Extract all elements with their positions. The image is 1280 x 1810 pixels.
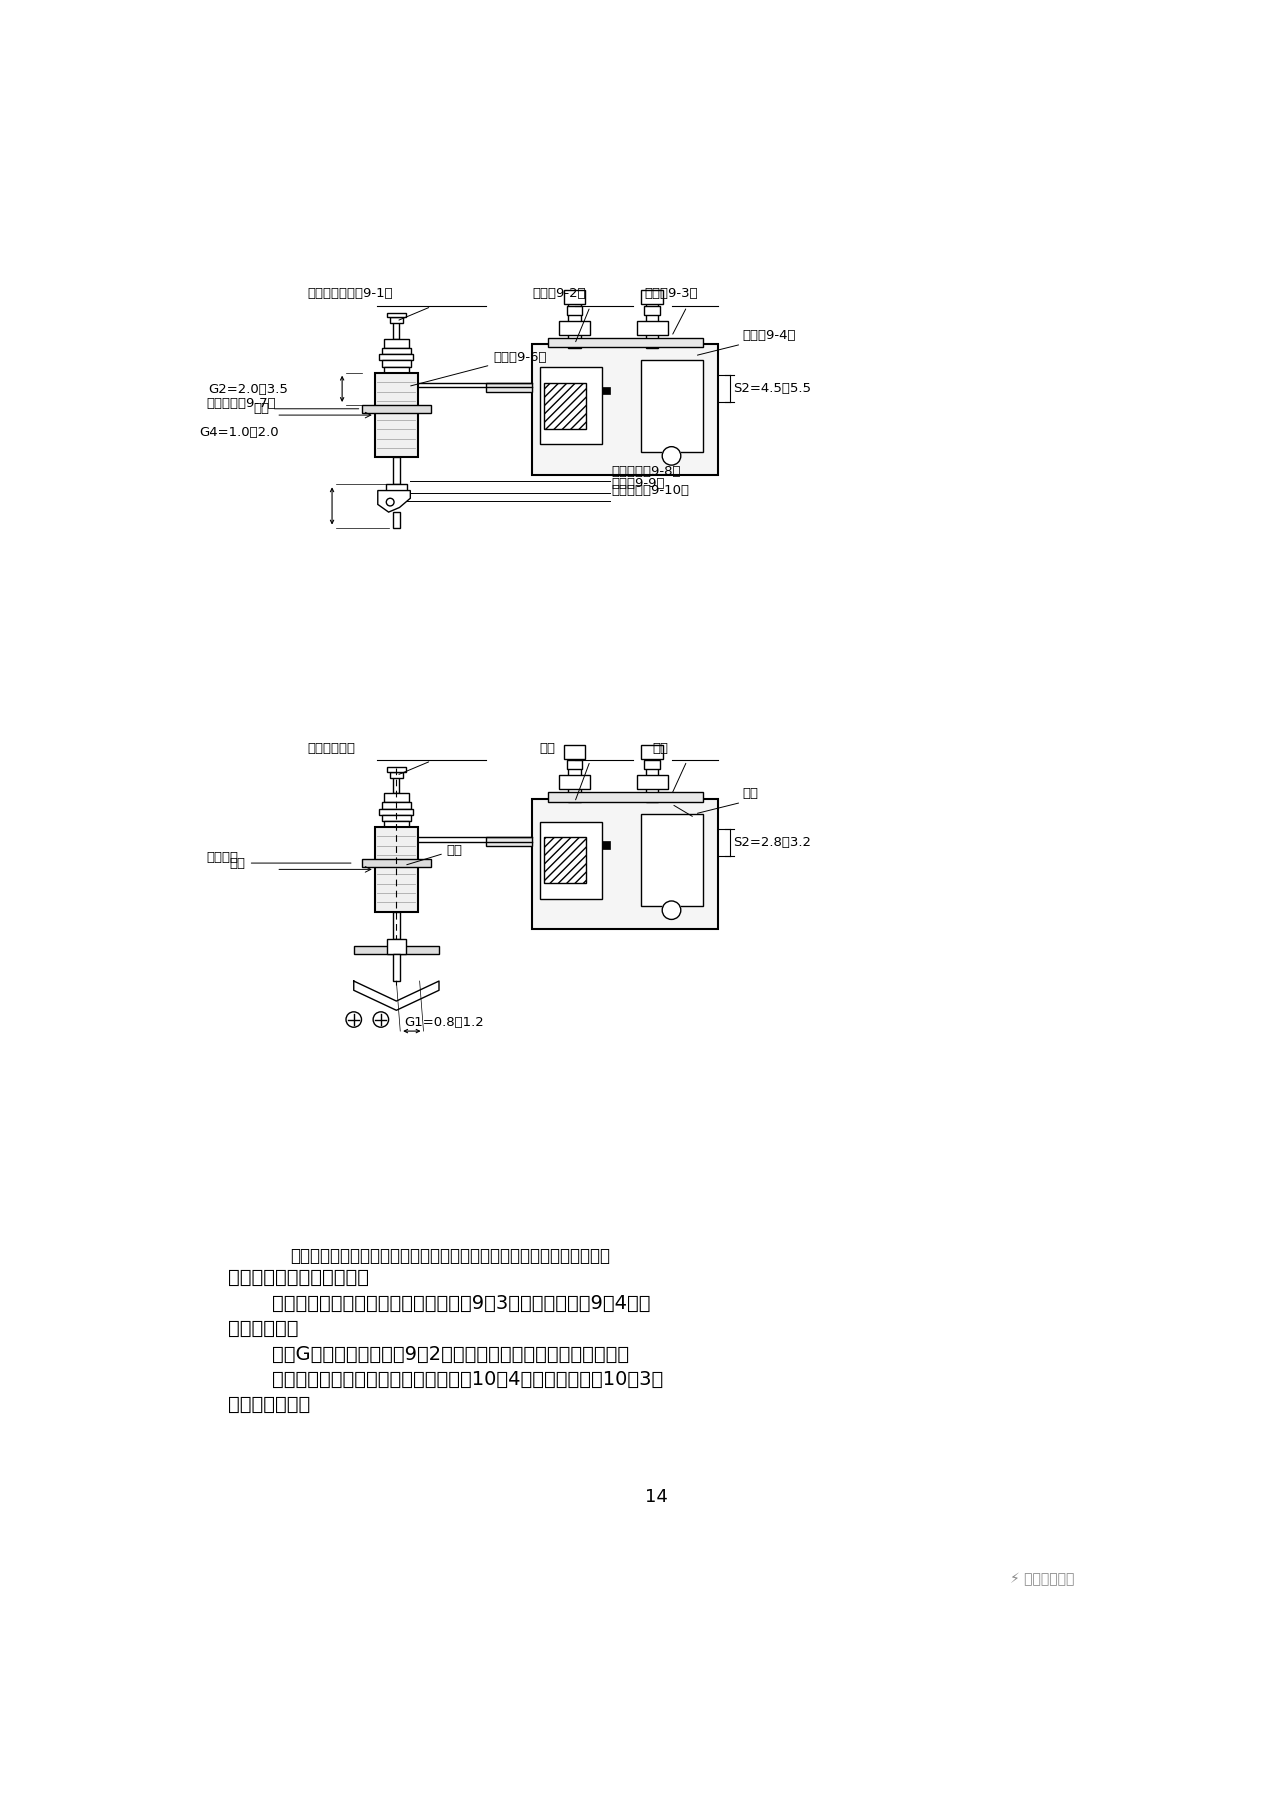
Bar (532, 344, 718, 476)
Bar (384, 822, 408, 827)
Bar (568, 749, 581, 802)
Bar (646, 749, 658, 802)
Bar (636, 775, 668, 789)
Bar (548, 793, 703, 802)
Bar (532, 798, 718, 930)
Text: 掣子（9-9）: 掣子（9-9） (611, 476, 664, 491)
Bar (387, 313, 406, 317)
Bar (602, 842, 609, 849)
Text: 合闸线圈（9-7）: 合闸线圈（9-7） (206, 396, 276, 409)
Text: 螺母（9-2）: 螺母（9-2） (532, 288, 586, 300)
Text: 螺钉: 螺钉 (652, 742, 668, 755)
Bar (540, 367, 602, 443)
Text: G1=0.8～1.2: G1=0.8～1.2 (404, 1015, 484, 1028)
Bar (361, 860, 431, 867)
Text: 14: 14 (645, 1488, 667, 1506)
Bar (636, 320, 668, 335)
Bar (646, 295, 658, 348)
Text: G2=2.0～3.5: G2=2.0～3.5 (209, 384, 288, 396)
Bar (393, 458, 401, 485)
Text: 铁芯: 铁芯 (407, 843, 463, 865)
Text: 支架: 支架 (253, 402, 358, 414)
Text: ⚡ 电力专家联盟: ⚡ 电力专家联盟 (1010, 1573, 1074, 1586)
Bar (381, 814, 411, 822)
Text: G4=1.0～2.0: G4=1.0～2.0 (198, 425, 278, 438)
Text: 分闸线圈铁芯: 分闸线圈铁芯 (307, 742, 356, 755)
Bar (544, 836, 586, 883)
Bar (393, 317, 399, 338)
Text: 电磁铁能正常操作以／对它测量对，到处光物地行间及于处行测量。否出: 电磁铁能正常操作以／对它测量对，到处光物地行间及于处行测量。否出 (291, 1247, 611, 1265)
Bar (375, 373, 417, 458)
Bar (548, 338, 703, 348)
Bar (568, 295, 581, 348)
Bar (381, 802, 411, 809)
Bar (540, 822, 602, 898)
Bar (393, 954, 401, 981)
Bar (361, 405, 431, 413)
Bar (384, 367, 408, 373)
Bar (381, 348, 411, 355)
Text: 尺寸G的调整：松开螺母9－2，拧动铁心杆，移动铁心撞头位置。: 尺寸G的调整：松开螺母9－2，拧动铁心杆，移动铁心撞头位置。 (273, 1345, 630, 1363)
Bar (567, 306, 582, 315)
Bar (381, 360, 411, 367)
Bar (485, 382, 532, 393)
Circle shape (346, 1012, 361, 1028)
Bar (390, 771, 403, 778)
Text: 调整限位尺寸。: 调整限位尺寸。 (228, 1396, 311, 1414)
Text: 螺钉（9-3）: 螺钉（9-3） (644, 288, 698, 300)
Bar (384, 793, 408, 802)
Bar (559, 320, 590, 335)
Bar (640, 360, 703, 452)
Bar (563, 744, 585, 758)
Bar (644, 760, 660, 769)
Bar (375, 827, 417, 912)
Text: 合闸线圈铁芯（9-1）: 合闸线圈铁芯（9-1） (307, 288, 393, 300)
Bar (390, 317, 403, 324)
Text: 合闸掣子（9-8）: 合闸掣子（9-8） (611, 465, 681, 478)
Text: 脱掣掣舌（9-10）: 脱掣掣舌（9-10） (611, 485, 689, 498)
Bar (393, 771, 399, 793)
Text: 螺母（9-4）: 螺母（9-4） (742, 329, 796, 342)
Bar (393, 512, 401, 527)
Polygon shape (378, 491, 411, 512)
Circle shape (374, 1012, 389, 1028)
Bar (544, 382, 586, 429)
Text: 螺母: 螺母 (742, 787, 759, 800)
Bar (379, 355, 413, 360)
Bar (387, 939, 406, 954)
Bar (644, 306, 660, 315)
Circle shape (387, 498, 394, 507)
Text: 现异常，其调整方法如下：: 现异常，其调整方法如下： (228, 1269, 369, 1287)
Bar (485, 836, 532, 847)
Bar (384, 338, 408, 348)
Bar (640, 814, 703, 907)
Circle shape (662, 901, 681, 919)
Bar (641, 744, 663, 758)
Bar (641, 290, 663, 304)
Bar (385, 485, 407, 491)
Text: S2=4.5～5.5: S2=4.5～5.5 (733, 382, 812, 395)
Bar (559, 775, 590, 789)
Text: 分闸电磁铁行程尺寸的调整：松开螺母10－4，对称拧动螺钉10－3，: 分闸电磁铁行程尺寸的调整：松开螺母10－4，对称拧动螺钉10－3， (273, 1370, 663, 1388)
Text: S2=2.8～3.2: S2=2.8～3.2 (733, 836, 812, 849)
Bar (379, 809, 413, 814)
Bar (567, 760, 582, 769)
Text: 整限位尺寸。: 整限位尺寸。 (228, 1319, 298, 1338)
Bar (602, 387, 609, 395)
Bar (393, 912, 401, 939)
Text: 铁芯（9-6）: 铁芯（9-6） (411, 351, 547, 386)
Text: 分闸线圈: 分闸线圈 (206, 851, 238, 863)
Text: 螺母: 螺母 (540, 742, 556, 755)
Bar (563, 290, 585, 304)
Bar (353, 947, 439, 954)
Text: 支架: 支架 (229, 856, 351, 869)
Bar (387, 767, 406, 771)
Text: 合闸电磁铁行程尺寸的调整：松开螺母9－3，对称拧动螺钉9－4，调: 合闸电磁铁行程尺寸的调整：松开螺母9－3，对称拧动螺钉9－4，调 (273, 1294, 650, 1312)
Circle shape (662, 447, 681, 465)
